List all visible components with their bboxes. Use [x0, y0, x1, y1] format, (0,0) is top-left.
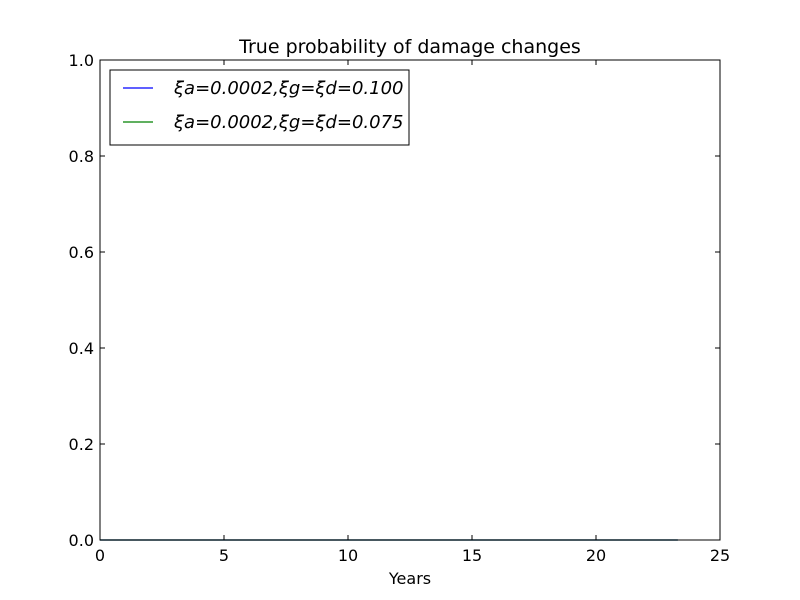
y-tick-label: 1.0	[69, 51, 94, 70]
y-tick-label: 0.4	[69, 339, 94, 358]
legend-label-2: ξa=0.0002,ξg=ξd=0.075	[173, 112, 403, 133]
legend-box	[109, 69, 410, 146]
x-axis-label: Years	[388, 569, 431, 588]
x-tick-label: 0	[95, 546, 105, 565]
x-tick-label: 20	[586, 546, 606, 565]
x-tick-label: 25	[710, 546, 730, 565]
ticks-layer: 0 5 10 15 20 25 0.0 0.2 0.4 0.6 0.8 1.0	[69, 51, 731, 565]
legend: ξa=0.0002,ξg=ξd=0.100 ξa=0.0002,ξg=ξd=0.0…	[109, 69, 410, 146]
y-tick-label: 0.6	[69, 243, 94, 262]
x-tick-label: 15	[462, 546, 482, 565]
plot-frame	[99, 59, 721, 541]
y-tick-label: 0.0	[69, 531, 94, 550]
y-tick-label: 0.2	[69, 435, 94, 454]
chart-title: True probability of damage changes	[238, 36, 581, 58]
x-tick-label: 5	[219, 546, 229, 565]
x-tick-label: 10	[338, 546, 358, 565]
y-tick-label: 0.8	[69, 147, 94, 166]
legend-label-1: ξa=0.0002,ξg=ξd=0.100	[173, 78, 403, 99]
legend-entries: ξa=0.0002,ξg=ξd=0.100 ξa=0.0002,ξg=ξd=0.0…	[123, 78, 403, 133]
